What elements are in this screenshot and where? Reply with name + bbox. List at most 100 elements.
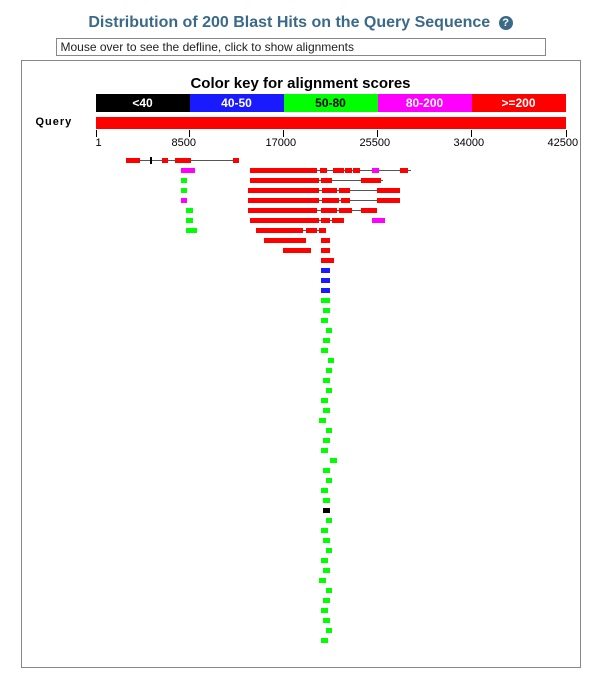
hit-segment[interactable]	[181, 188, 188, 193]
hit-segment[interactable]	[248, 198, 319, 203]
hit-row[interactable]	[96, 518, 566, 523]
hit-segment[interactable]	[332, 218, 344, 223]
hit-row[interactable]	[96, 308, 566, 313]
hit-segment[interactable]	[326, 428, 333, 433]
hit-segment[interactable]	[321, 178, 332, 183]
hit-segment[interactable]	[323, 618, 330, 623]
hit-row[interactable]	[96, 558, 566, 563]
hit-row[interactable]	[96, 488, 566, 493]
hit-row[interactable]	[96, 278, 566, 283]
hit-segment[interactable]	[326, 628, 333, 633]
hit-row[interactable]	[96, 428, 566, 433]
hit-row[interactable]	[96, 368, 566, 373]
hit-segment[interactable]	[250, 218, 319, 223]
hit-segment[interactable]	[264, 238, 306, 243]
help-icon[interactable]: ?	[499, 16, 513, 30]
hit-row[interactable]	[96, 198, 566, 203]
hit-segment[interactable]	[322, 198, 339, 203]
hit-segment[interactable]	[321, 298, 330, 303]
hit-segment[interactable]	[321, 278, 330, 283]
hit-row[interactable]	[96, 348, 566, 353]
hit-segment[interactable]	[372, 168, 379, 173]
hit-row[interactable]	[96, 208, 566, 213]
hit-row[interactable]	[96, 178, 566, 183]
hit-row[interactable]	[96, 328, 566, 333]
hit-segment[interactable]	[233, 158, 240, 163]
hit-segment[interactable]	[323, 568, 330, 573]
hit-segment[interactable]	[320, 168, 327, 173]
hit-segment[interactable]	[361, 178, 381, 183]
hit-row[interactable]	[96, 618, 566, 623]
hit-row[interactable]	[96, 478, 566, 483]
hit-row[interactable]	[96, 408, 566, 413]
hit-segment[interactable]	[323, 508, 330, 513]
hit-segment[interactable]	[321, 558, 328, 563]
hit-row[interactable]	[96, 268, 566, 273]
hit-segment[interactable]	[323, 408, 330, 413]
hit-row[interactable]	[96, 218, 566, 223]
hit-segment[interactable]	[321, 238, 330, 243]
hit-segment[interactable]	[353, 168, 360, 173]
hit-row[interactable]	[96, 468, 566, 473]
hit-row[interactable]	[96, 438, 566, 443]
hit-segment[interactable]	[283, 248, 311, 253]
hit-segment[interactable]	[323, 378, 330, 383]
hit-segment[interactable]	[186, 208, 193, 213]
hit-segment[interactable]	[321, 318, 328, 323]
hit-segment[interactable]	[323, 598, 330, 603]
hit-segment[interactable]	[321, 208, 336, 213]
hit-row[interactable]	[96, 608, 566, 613]
hit-segment[interactable]	[321, 288, 330, 293]
hit-segment[interactable]	[248, 208, 317, 213]
hit-segment[interactable]	[319, 228, 326, 233]
hit-segment[interactable]	[322, 188, 336, 193]
hit-segment[interactable]	[339, 188, 350, 193]
hit-segment[interactable]	[321, 528, 328, 533]
hit-row[interactable]	[96, 158, 566, 163]
hit-row[interactable]	[96, 228, 566, 233]
hit-segment[interactable]	[323, 538, 330, 543]
hit-segment[interactable]	[175, 158, 190, 163]
hit-segment[interactable]	[326, 518, 333, 523]
hit-row[interactable]	[96, 318, 566, 323]
hit-segment[interactable]	[248, 188, 319, 193]
hit-row[interactable]	[96, 588, 566, 593]
hit-row[interactable]	[96, 248, 566, 253]
hit-row[interactable]	[96, 378, 566, 383]
hit-row[interactable]	[96, 298, 566, 303]
hit-segment[interactable]	[321, 398, 328, 403]
hit-segment[interactable]	[326, 548, 333, 553]
hit-segment[interactable]	[345, 168, 352, 173]
hit-row[interactable]	[96, 528, 566, 533]
hit-segment[interactable]	[321, 488, 328, 493]
hit-row[interactable]	[96, 598, 566, 603]
hit-segment[interactable]	[323, 468, 330, 473]
hit-segment[interactable]	[321, 268, 330, 273]
hit-row[interactable]	[96, 418, 566, 423]
hit-row[interactable]	[96, 498, 566, 503]
hit-row[interactable]	[96, 258, 566, 263]
hit-segment[interactable]	[256, 228, 304, 233]
hit-row[interactable]	[96, 578, 566, 583]
hit-segment[interactable]	[181, 178, 188, 183]
hit-segment[interactable]	[330, 458, 337, 463]
hit-segment[interactable]	[326, 478, 333, 483]
hit-row[interactable]	[96, 358, 566, 363]
hit-row[interactable]	[96, 448, 566, 453]
hit-segment[interactable]	[372, 218, 385, 223]
hit-segment[interactable]	[323, 338, 330, 343]
hit-segment[interactable]	[321, 218, 330, 223]
hit-segment[interactable]	[181, 168, 195, 173]
hit-segment[interactable]	[339, 208, 352, 213]
hit-row[interactable]	[96, 538, 566, 543]
hit-segment[interactable]	[323, 438, 330, 443]
hit-segment[interactable]	[326, 328, 333, 333]
hit-segment[interactable]	[326, 588, 333, 593]
hit-segment[interactable]	[326, 368, 333, 373]
hit-segment[interactable]	[321, 248, 330, 253]
hit-segment[interactable]	[321, 448, 328, 453]
hit-row[interactable]	[96, 168, 566, 173]
hit-segment[interactable]	[341, 198, 350, 203]
hit-row[interactable]	[96, 458, 566, 463]
hit-segment[interactable]	[321, 608, 328, 613]
